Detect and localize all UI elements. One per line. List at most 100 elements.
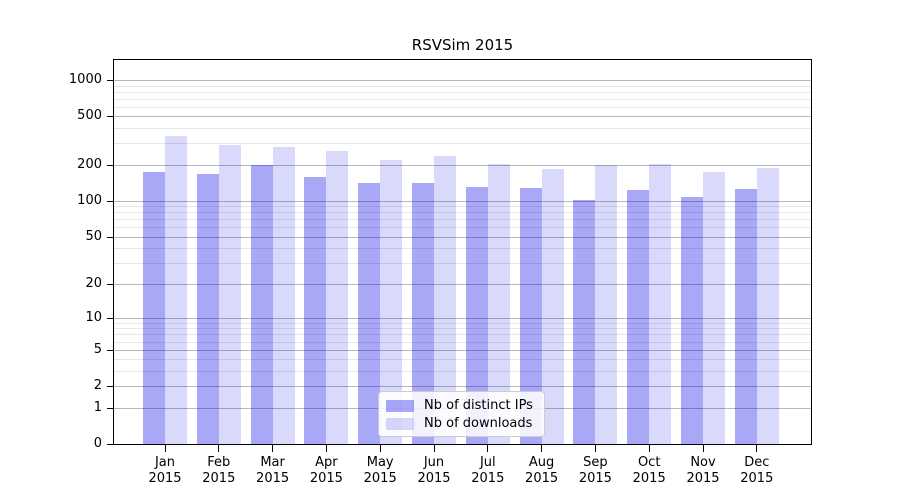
major-gridline (114, 283, 811, 285)
x-tick-label: Jun 2015 (404, 455, 464, 487)
bar-distinct-ips-oct (627, 189, 650, 444)
bar-distinct-ips-dec (734, 189, 757, 444)
y-tick-label: 200 (77, 156, 102, 172)
x-tick-label: Nov 2015 (673, 455, 733, 487)
x-tick-year: 2015 (417, 471, 451, 486)
legend-swatch-downloads (386, 418, 414, 430)
x-tick-mark (433, 445, 435, 452)
x-tick-year: 2015 (740, 471, 774, 486)
y-tick-mark (107, 79, 114, 81)
y-tick-mark (107, 236, 114, 238)
x-tick-mark (272, 445, 274, 452)
x-tick-month: May (366, 455, 394, 470)
y-tick-label: 1 (93, 399, 102, 415)
bar-downloads-jan (165, 135, 187, 444)
plot-area: Nb of distinct IPs Nb of downloads (113, 59, 812, 445)
y-tick-label: 20 (85, 275, 102, 291)
x-tick-label: May 2015 (350, 455, 410, 487)
minor-gridline (114, 206, 811, 208)
bar-downloads-nov (703, 171, 725, 444)
x-tick-month: Oct (637, 455, 661, 470)
x-tick-mark (487, 445, 489, 452)
bar-downloads-mar (272, 146, 295, 444)
major-gridline (114, 164, 811, 166)
x-tick-label: Sep 2015 (565, 455, 625, 487)
y-tick-mark (107, 116, 114, 118)
bar-downloads-jul (487, 164, 510, 444)
x-tick-mark (325, 445, 327, 452)
x-tick-year: 2015 (632, 471, 666, 486)
legend-item-downloads: Nb of downloads (386, 415, 544, 433)
x-tick-month: Aug (528, 455, 555, 470)
legend-swatch-distinct-ips (386, 400, 414, 412)
major-gridline (114, 200, 811, 202)
x-tick-mark (218, 445, 220, 452)
bar-distinct-ips-may (358, 182, 381, 444)
bar-distinct-ips-aug (519, 188, 542, 444)
y-tick-label: 1000 (68, 71, 102, 87)
x-tick-label: Apr 2015 (296, 455, 356, 487)
x-tick-label: Aug 2015 (512, 455, 572, 487)
x-tick-year: 2015 (578, 471, 612, 486)
minor-gridline (114, 106, 811, 108)
bar-distinct-ips-mar (250, 164, 273, 444)
major-gridline (114, 386, 811, 388)
major-gridline (114, 236, 811, 238)
major-gridline (114, 79, 811, 81)
bar-downloads-sep (595, 165, 618, 444)
x-tick-label: Jul 2015 (458, 455, 518, 487)
bar-distinct-ips-jan (143, 172, 165, 444)
x-tick-mark (594, 445, 596, 452)
x-tick-year: 2015 (363, 471, 397, 486)
minor-gridline (114, 334, 811, 336)
y-tick-mark (107, 164, 114, 166)
x-tick-year: 2015 (686, 471, 720, 486)
bar-downloads-oct (649, 163, 672, 444)
x-tick-mark (164, 445, 166, 452)
minor-gridline (114, 85, 811, 87)
y-tick-mark (107, 407, 114, 409)
bar-downloads-aug (541, 169, 564, 444)
x-tick-year: 2015 (471, 471, 505, 486)
minor-gridline (114, 263, 811, 264)
minor-gridline (114, 212, 811, 214)
y-tick-mark (107, 444, 114, 445)
x-tick-label: Dec 2015 (727, 455, 787, 487)
legend-label-distinct-ips: Nb of distinct IPs (424, 398, 533, 413)
minor-gridline (114, 328, 811, 330)
chart-title: RSVSim 2015 (411, 36, 514, 54)
y-tick-label: 50 (85, 228, 102, 244)
bar-downloads-feb (218, 145, 241, 444)
y-tick-label: 0 (93, 436, 102, 451)
minor-gridline (114, 128, 811, 130)
bar-distinct-ips-jun (412, 183, 434, 444)
y-tick-label: 5 (93, 341, 102, 357)
bar-downloads-may (380, 160, 403, 444)
y-tick-mark (107, 283, 114, 285)
bar-downloads-apr (326, 150, 349, 444)
x-tick-mark (702, 445, 704, 452)
x-tick-month: Feb (207, 455, 231, 470)
y-tick-mark (107, 349, 114, 351)
legend-item-distinct-ips: Nb of distinct IPs (386, 397, 544, 415)
bar-layer (114, 60, 811, 444)
bar-distinct-ips-jul (465, 187, 488, 444)
x-tick-mark (648, 445, 650, 452)
minor-gridline (114, 227, 811, 229)
major-gridline (114, 317, 811, 319)
x-tick-year: 2015 (256, 471, 290, 486)
y-tick-label: 100 (77, 192, 102, 208)
x-tick-mark (379, 445, 381, 452)
minor-gridline (114, 219, 811, 221)
y-tick-mark (107, 200, 114, 202)
minor-gridline (114, 322, 811, 324)
bar-distinct-ips-apr (304, 176, 327, 444)
x-tick-month: Apr (315, 455, 338, 470)
bar-distinct-ips-feb (196, 173, 219, 444)
minor-gridline (114, 248, 811, 250)
x-tick-month: Jun (423, 455, 445, 470)
minor-gridline (114, 370, 811, 372)
x-tick-month: Dec (744, 455, 770, 470)
minor-gridline (114, 143, 811, 145)
y-tick-mark (107, 317, 114, 319)
